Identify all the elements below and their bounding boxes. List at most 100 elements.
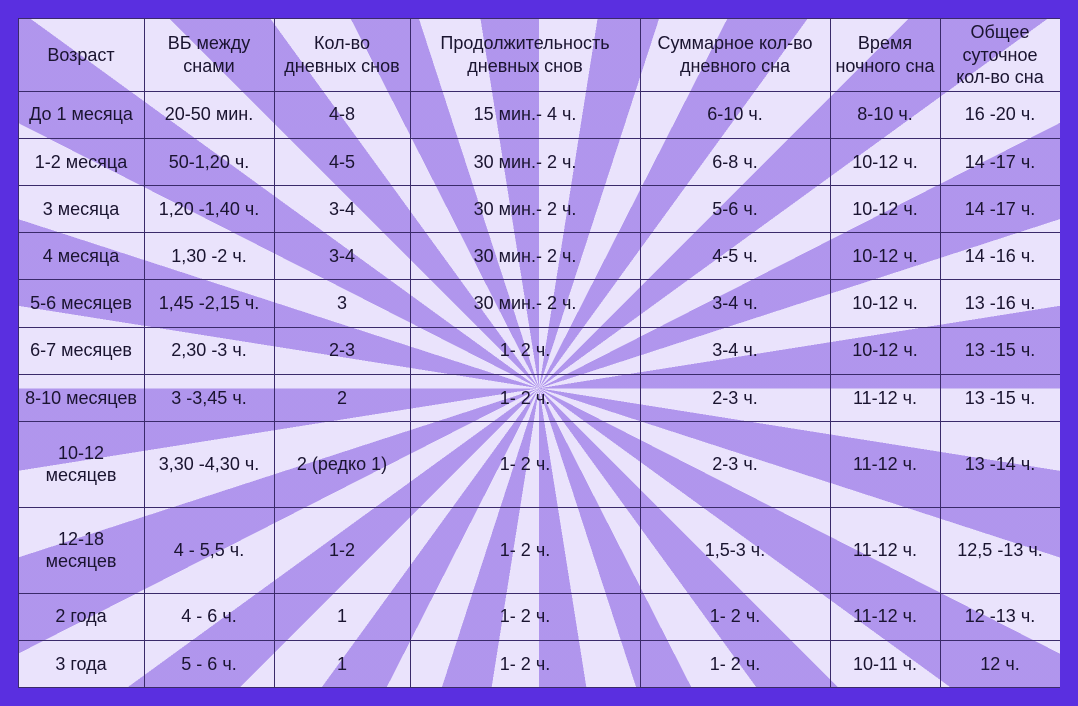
- cell: 14 -17 ч.: [940, 138, 1060, 185]
- cell: 3-4: [274, 185, 410, 232]
- cell: 16 -20 ч.: [940, 91, 1060, 138]
- cell: 20-50 мин.: [144, 91, 274, 138]
- cell: 3 -3,45 ч.: [144, 374, 274, 421]
- cell: 2-3 ч.: [640, 374, 830, 421]
- cell: 2-3: [274, 327, 410, 374]
- cell: 2: [274, 374, 410, 421]
- table-row: 3 года 5 - 6 ч. 1 1- 2 ч. 1- 2 ч. 10-11 …: [18, 640, 1060, 687]
- cell: 3,30 -4,30 ч.: [144, 421, 274, 507]
- col-header: ВБ между снами: [144, 19, 274, 92]
- cell: 1: [274, 593, 410, 640]
- cell: 13 -15 ч.: [940, 374, 1060, 421]
- cell: 3-4 ч.: [640, 280, 830, 327]
- cell: 1- 2 ч.: [410, 327, 640, 374]
- cell: 1,20 -1,40 ч.: [144, 185, 274, 232]
- cell: 4-5: [274, 138, 410, 185]
- cell: 30 мин.- 2 ч.: [410, 233, 640, 280]
- cell: 10-12 ч.: [830, 327, 940, 374]
- cell: 6-7 месяцев: [18, 327, 144, 374]
- cell: 30 мин.- 2 ч.: [410, 138, 640, 185]
- table-row: 2 года 4 - 6 ч. 1 1- 2 ч. 1- 2 ч. 11-12 …: [18, 593, 1060, 640]
- cell: 1,45 -2,15 ч.: [144, 280, 274, 327]
- cell: 13 -15 ч.: [940, 327, 1060, 374]
- cell: 1,5-3 ч.: [640, 507, 830, 593]
- cell: 3 месяца: [18, 185, 144, 232]
- cell: 12 -13 ч.: [940, 593, 1060, 640]
- cell: 10-12 месяцев: [18, 421, 144, 507]
- cell: 2-3 ч.: [640, 421, 830, 507]
- cell: 15 мин.- 4 ч.: [410, 91, 640, 138]
- cell: 30 мин.- 2 ч.: [410, 280, 640, 327]
- table-row: 12-18 месяцев 4 - 5,5 ч. 1-2 1- 2 ч. 1,5…: [18, 507, 1060, 593]
- cell: 6-10 ч.: [640, 91, 830, 138]
- cell: 2,30 -3 ч.: [144, 327, 274, 374]
- sunburst-background: Возраст ВБ между снами Кол-во дневных сн…: [0, 0, 1078, 706]
- cell: 4 - 5,5 ч.: [144, 507, 274, 593]
- cell: 1- 2 ч.: [410, 507, 640, 593]
- table-row: До 1 месяца 20-50 мин. 4-8 15 мин.- 4 ч.…: [18, 91, 1060, 138]
- col-header: Время ночного сна: [830, 19, 940, 92]
- table-row: 8-10 месяцев 3 -3,45 ч. 2 1- 2 ч. 2-3 ч.…: [18, 374, 1060, 421]
- cell: 30 мин.- 2 ч.: [410, 185, 640, 232]
- table-row: 10-12 месяцев 3,30 -4,30 ч. 2 (редко 1) …: [18, 421, 1060, 507]
- col-header: Кол-во дневных снов: [274, 19, 410, 92]
- cell: 1- 2 ч.: [640, 640, 830, 687]
- cell: 1,30 -2 ч.: [144, 233, 274, 280]
- cell: 1- 2 ч.: [410, 374, 640, 421]
- col-header: Продолжительность дневных снов: [410, 19, 640, 92]
- cell: 10-12 ч.: [830, 138, 940, 185]
- cell: 13 -14 ч.: [940, 421, 1060, 507]
- table-row: 5-6 месяцев 1,45 -2,15 ч. 3 30 мин.- 2 ч…: [18, 280, 1060, 327]
- cell: 12-18 месяцев: [18, 507, 144, 593]
- cell: 10-12 ч.: [830, 233, 940, 280]
- cell: 3 года: [18, 640, 144, 687]
- table-body: До 1 месяца 20-50 мин. 4-8 15 мин.- 4 ч.…: [18, 91, 1060, 688]
- table-header-row: Возраст ВБ между снами Кол-во дневных сн…: [18, 19, 1060, 92]
- cell: 2 года: [18, 593, 144, 640]
- cell: 11-12 ч.: [830, 507, 940, 593]
- cell: 1- 2 ч.: [410, 640, 640, 687]
- cell: 50-1,20 ч.: [144, 138, 274, 185]
- cell: 11-12 ч.: [830, 421, 940, 507]
- cell: 13 -16 ч.: [940, 280, 1060, 327]
- cell: 1- 2 ч.: [410, 421, 640, 507]
- table-row: 1-2 месяца 50-1,20 ч. 4-5 30 мин.- 2 ч. …: [18, 138, 1060, 185]
- cell: 6-8 ч.: [640, 138, 830, 185]
- cell: 1- 2 ч.: [410, 593, 640, 640]
- cell: 8-10 ч.: [830, 91, 940, 138]
- cell: 5 - 6 ч.: [144, 640, 274, 687]
- sleep-table: Возраст ВБ между снами Кол-во дневных сн…: [18, 18, 1061, 688]
- col-header: Возраст: [18, 19, 144, 92]
- cell: 1: [274, 640, 410, 687]
- col-header: Суммарное кол-во дневного сна: [640, 19, 830, 92]
- cell: 10-12 ч.: [830, 185, 940, 232]
- cell: До 1 месяца: [18, 91, 144, 138]
- cell: 11-12 ч.: [830, 593, 940, 640]
- table-row: 6-7 месяцев 2,30 -3 ч. 2-3 1- 2 ч. 3-4 ч…: [18, 327, 1060, 374]
- cell: 5-6 ч.: [640, 185, 830, 232]
- cell: 1-2 месяца: [18, 138, 144, 185]
- cell: 12,5 -13 ч.: [940, 507, 1060, 593]
- cell: 4 месяца: [18, 233, 144, 280]
- cell: 1- 2 ч.: [640, 593, 830, 640]
- cell: 8-10 месяцев: [18, 374, 144, 421]
- cell: 12 ч.: [940, 640, 1060, 687]
- cell: 4-5 ч.: [640, 233, 830, 280]
- cell: 1-2: [274, 507, 410, 593]
- cell: 3-4 ч.: [640, 327, 830, 374]
- cell: 14 -16 ч.: [940, 233, 1060, 280]
- cell: 5-6 месяцев: [18, 280, 144, 327]
- table-row: 3 месяца 1,20 -1,40 ч. 3-4 30 мин.- 2 ч.…: [18, 185, 1060, 232]
- cell: 10-12 ч.: [830, 280, 940, 327]
- table-header: Возраст ВБ между снами Кол-во дневных сн…: [18, 19, 1060, 92]
- cell: 3: [274, 280, 410, 327]
- cell: 11-12 ч.: [830, 374, 940, 421]
- cell: 2 (редко 1): [274, 421, 410, 507]
- cell: 3-4: [274, 233, 410, 280]
- table-row: 4 месяца 1,30 -2 ч. 3-4 30 мин.- 2 ч. 4-…: [18, 233, 1060, 280]
- cell: 14 -17 ч.: [940, 185, 1060, 232]
- cell: 10-11 ч.: [830, 640, 940, 687]
- cell: 4 - 6 ч.: [144, 593, 274, 640]
- col-header: Общее суточное кол-во сна: [940, 19, 1060, 92]
- cell: 4-8: [274, 91, 410, 138]
